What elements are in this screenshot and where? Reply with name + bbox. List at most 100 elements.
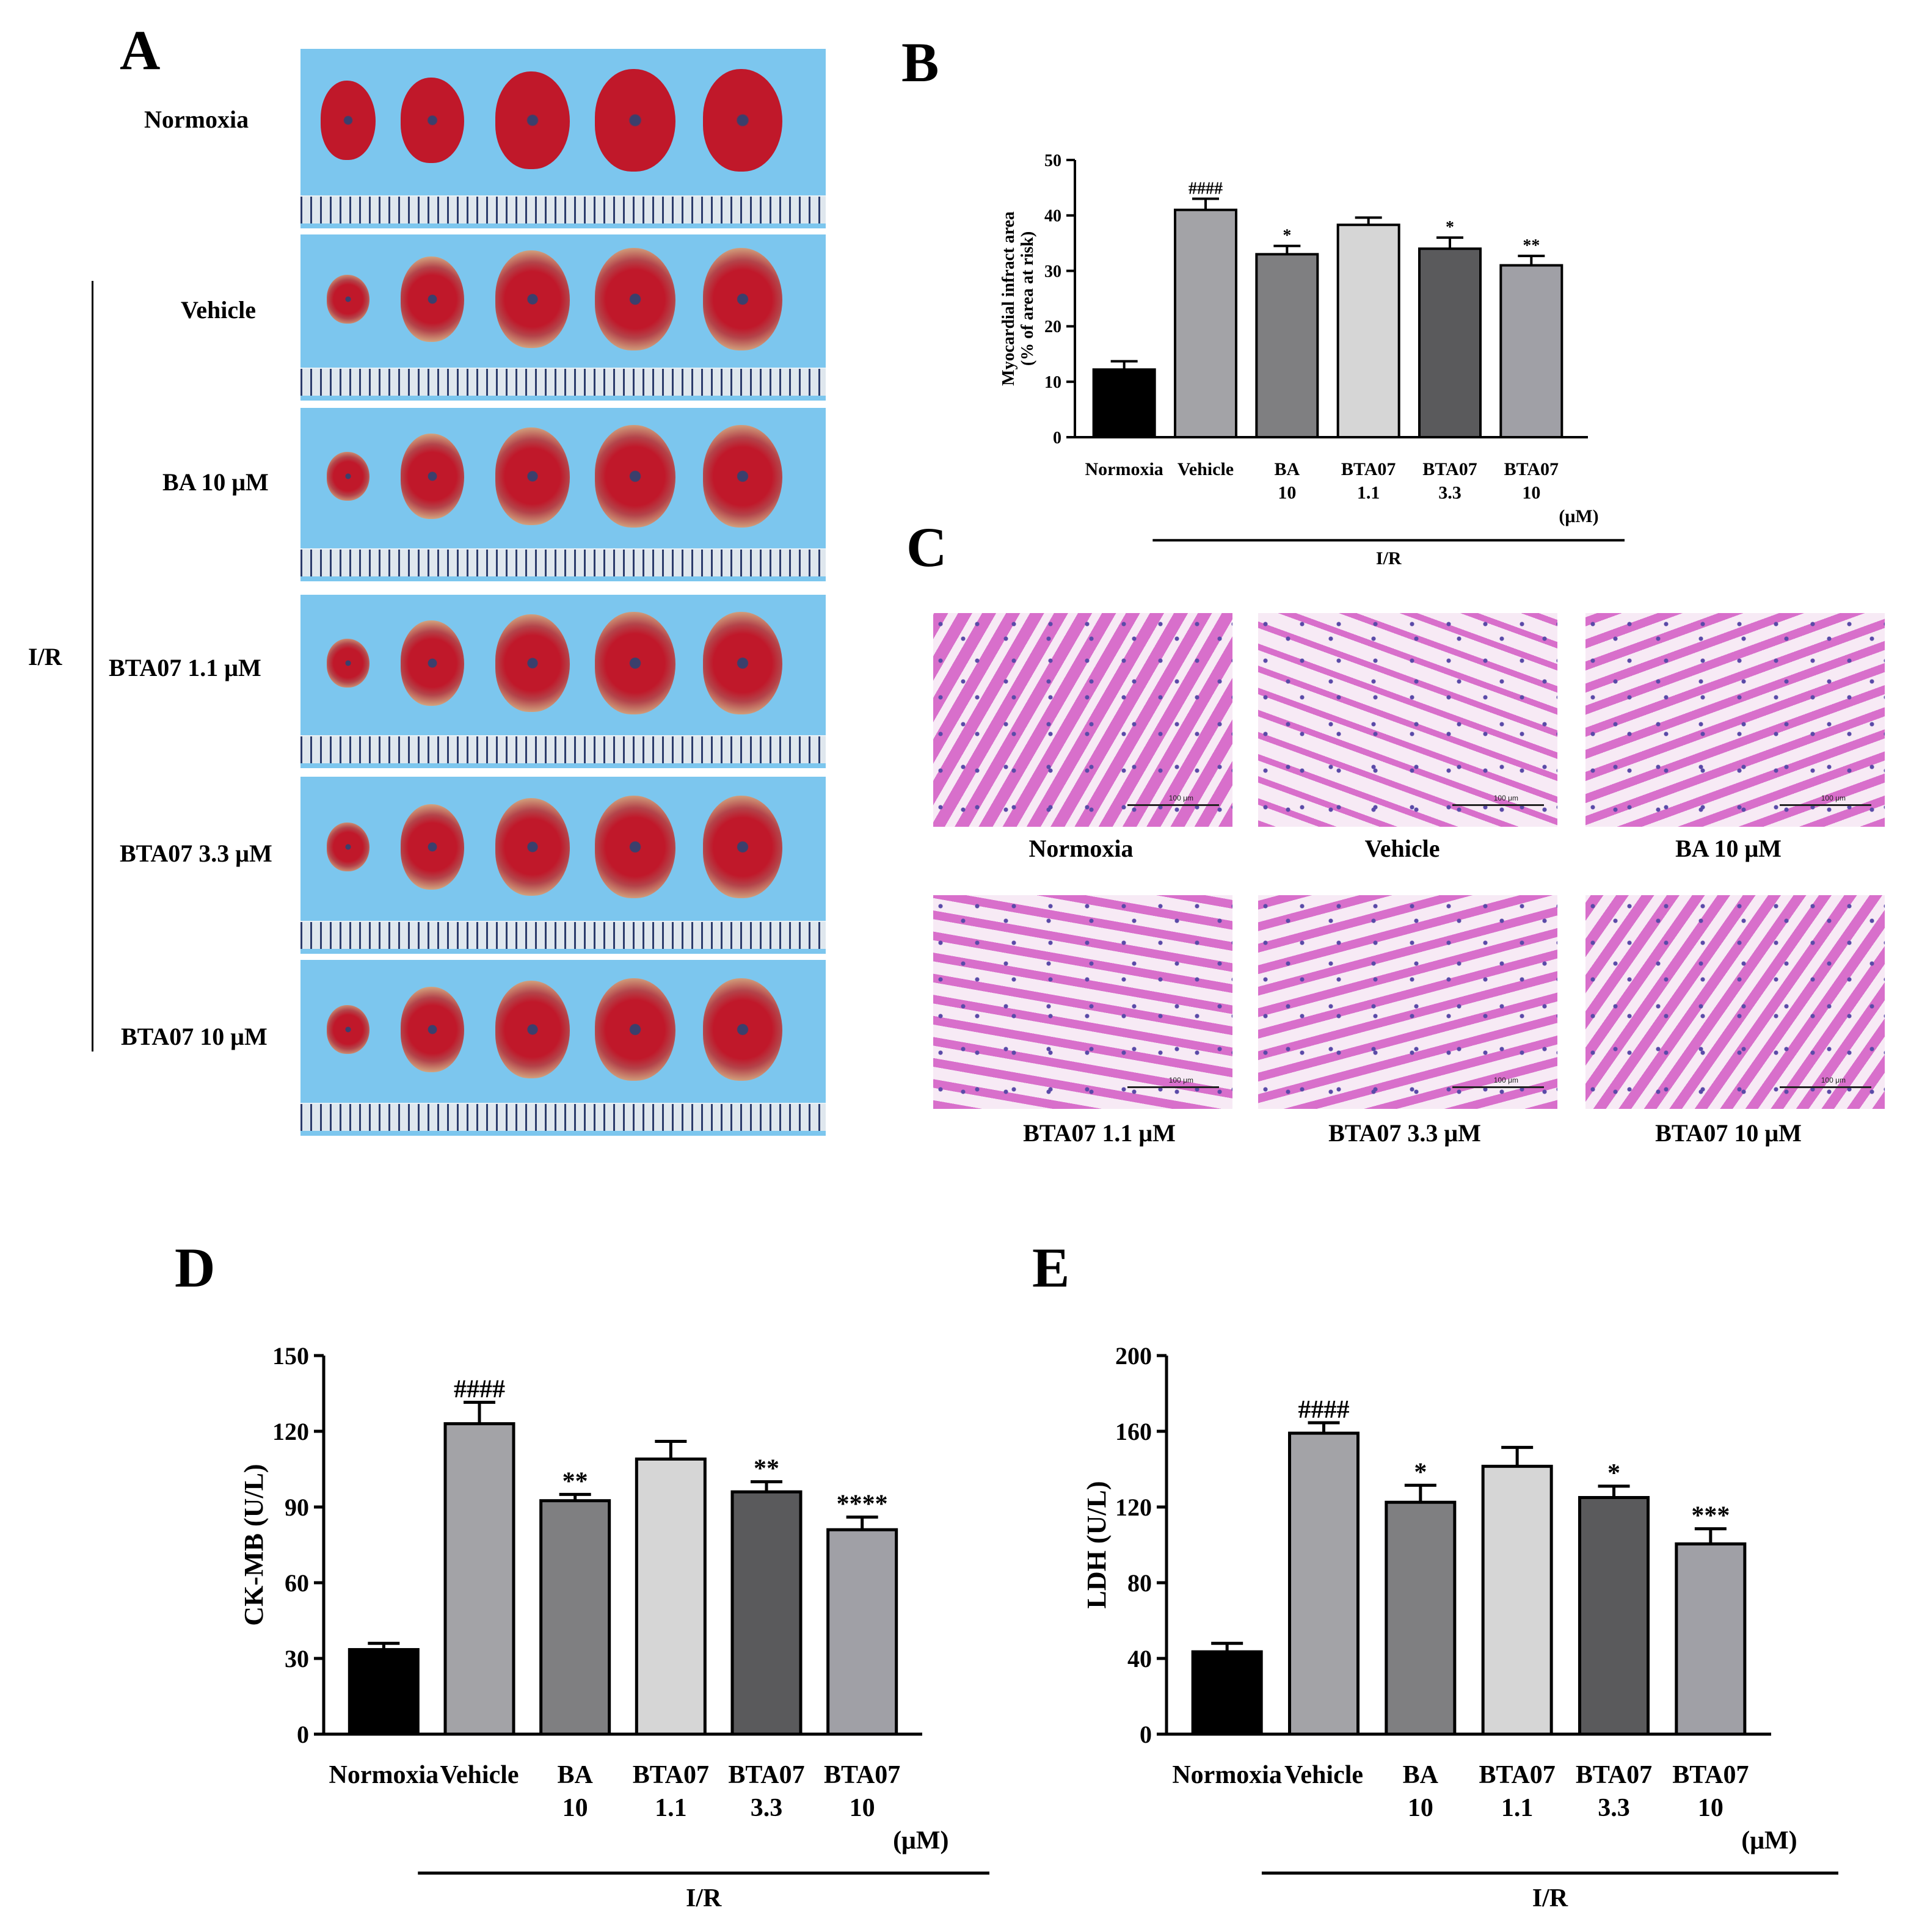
scale-bar-label: 100 μm (1493, 794, 1518, 802)
y-tick-label: 150 (272, 1342, 309, 1370)
bar (1191, 1650, 1263, 1736)
x-tick-label: Vehicle (1178, 459, 1234, 479)
row-label-ba-10: BA 10 μM (162, 468, 269, 496)
significance-marker: ** (1523, 236, 1540, 255)
bar (1675, 1542, 1747, 1736)
bar (1288, 1431, 1360, 1736)
y-tick-label: 120 (272, 1418, 309, 1445)
x-tick-label: (μM) (1741, 1827, 1797, 1855)
y-tick-label: 200 (1115, 1342, 1152, 1370)
significance-marker: * (1446, 218, 1454, 237)
chart-d: 0 30 60 90 120 150 CK-MB (U/L) Normoxia #### Vehi… (239, 1342, 989, 1912)
photo-strip-1 (300, 234, 826, 401)
bar (1499, 264, 1563, 439)
heart-slice (595, 612, 675, 714)
histology-label-bta07-10: BTA07 10 μM (1655, 1119, 1802, 1147)
x-tick-label: BTA07 (1341, 459, 1396, 479)
ir-group-label: I/R (1532, 1884, 1568, 1912)
heart-slice (401, 620, 464, 706)
y-tick-label: 0 (297, 1721, 309, 1748)
ir-group-label: I/R (28, 643, 62, 670)
bar (1578, 1496, 1650, 1736)
x-tick-label: 10 (1408, 1794, 1433, 1822)
heart-slice (703, 425, 782, 528)
y-axis-label: CK-MB (U/L) (239, 1464, 269, 1625)
heart-slice (401, 256, 464, 342)
heart-slice (327, 1005, 369, 1054)
significance-marker: **** (837, 1491, 888, 1519)
scale-bar (1452, 804, 1544, 806)
y-tick-label: 30 (1044, 262, 1061, 281)
significance-marker: #### (1298, 1396, 1350, 1424)
x-tick-label: 10 (562, 1794, 588, 1822)
x-tick-label: BTA07 (1576, 1761, 1652, 1789)
histology-image-0: 100 μm (933, 613, 1232, 827)
scale-bar-label: 100 μm (1821, 794, 1846, 802)
scale-bar-label: 100 μm (1821, 1076, 1846, 1084)
bar (539, 1499, 611, 1736)
bar (635, 1457, 707, 1736)
heart-slice (495, 981, 570, 1078)
bar (1092, 368, 1156, 438)
bar (1481, 1464, 1553, 1736)
row-label-normoxia: Normoxia (144, 106, 249, 133)
row-label-bta07-3-3: BTA07 3.3 μM (120, 840, 272, 867)
heart-slice (595, 796, 675, 898)
histology-label-bta07-3-3: BTA07 3.3 μM (1328, 1119, 1481, 1147)
ir-group-label: I/R (1376, 548, 1402, 568)
heart-slice (327, 452, 369, 501)
x-tick-label: (μM) (1559, 506, 1598, 526)
heart-slice (703, 612, 782, 714)
scale-bar (1780, 804, 1871, 806)
heart-slice (495, 427, 570, 525)
y-tick-label: 60 (285, 1569, 309, 1597)
row-label-bta07-10: BTA07 10 μM (121, 1023, 268, 1050)
significance-marker: * (1283, 227, 1291, 245)
bar (826, 1528, 898, 1736)
panel-letter-a: A (120, 19, 161, 81)
ruler (300, 548, 826, 576)
chart-b: 0 10 20 30 40 50 Myocardial infract area (% of … (999, 151, 1625, 568)
heart-slice (495, 71, 570, 169)
x-tick-label: (μM) (893, 1827, 948, 1855)
significance-marker: * (1414, 1458, 1427, 1486)
photo-strip-5 (300, 960, 826, 1136)
scale-bar-label: 100 μm (1493, 1076, 1518, 1084)
y-tick-label: 120 (1115, 1494, 1152, 1521)
ruler (300, 368, 826, 396)
y-tick-label: 50 (1044, 151, 1061, 170)
y-tick-label: 20 (1044, 318, 1061, 336)
histology-image-1: 100 μm (1258, 613, 1557, 827)
y-tick-label: 40 (1044, 207, 1061, 226)
scale-bar (1452, 1086, 1544, 1088)
histology-label-bta07-1-1: BTA07 1.1 μM (1023, 1119, 1176, 1147)
scale-bar-label: 100 μm (1168, 1076, 1193, 1084)
scale-bar (1780, 1086, 1871, 1088)
y-tick-label: 40 (1127, 1645, 1152, 1672)
significance-marker: ** (754, 1455, 779, 1483)
heart-slice (495, 250, 570, 348)
x-tick-label: BTA07 (728, 1761, 804, 1789)
bar (1418, 247, 1482, 438)
x-tick-label: BTA07 (633, 1761, 709, 1789)
bar (730, 1490, 803, 1736)
x-tick-label: 3.3 (1438, 482, 1462, 503)
x-tick-label: 1.1 (1357, 482, 1380, 503)
bar (1255, 253, 1319, 439)
y-tick-label: 0 (1140, 1721, 1152, 1748)
chart-e: 0 40 80 120 160 200 LDH (U/L) Normoxia #### Vehic… (1082, 1342, 1838, 1912)
histology-label-vehicle: Vehicle (1364, 835, 1440, 862)
y-axis-label: LDH (U/L) (1082, 1481, 1112, 1609)
bar (1336, 223, 1400, 438)
bar (348, 1648, 420, 1736)
heart-slice (495, 614, 570, 712)
ir-group-label: I/R (686, 1884, 722, 1912)
x-tick-label: BA (557, 1761, 593, 1789)
scale-bar-label: 100 μm (1168, 794, 1193, 802)
y-tick-label: 10 (1044, 373, 1061, 392)
significance-marker: ** (562, 1467, 588, 1495)
panel-letter-e: E (1032, 1237, 1070, 1299)
photo-strip-0 (300, 49, 826, 228)
heart-slice (703, 796, 782, 898)
x-tick-label: Vehicle (1284, 1761, 1363, 1789)
